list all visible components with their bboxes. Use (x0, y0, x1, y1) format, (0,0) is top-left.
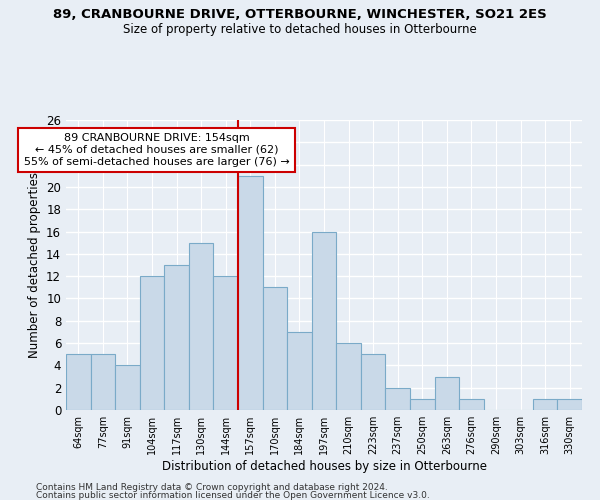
Bar (115, 366, 140, 410)
Bar (140, 276, 164, 410)
Bar (164, 265, 189, 410)
Bar (312, 232, 336, 410)
Text: Size of property relative to detached houses in Otterbourne: Size of property relative to detached ho… (123, 22, 477, 36)
Text: Contains public sector information licensed under the Open Government Licence v3: Contains public sector information licen… (36, 491, 430, 500)
Bar (459, 399, 484, 410)
Bar (385, 388, 410, 410)
Bar (189, 242, 214, 410)
Bar (238, 176, 263, 410)
Bar (287, 332, 312, 410)
Bar (361, 354, 385, 410)
Bar (66, 354, 91, 410)
X-axis label: Distribution of detached houses by size in Otterbourne: Distribution of detached houses by size … (161, 460, 487, 473)
Bar (214, 276, 238, 410)
Bar (263, 288, 287, 410)
Bar (434, 376, 459, 410)
Text: 89, CRANBOURNE DRIVE, OTTERBOURNE, WINCHESTER, SO21 2ES: 89, CRANBOURNE DRIVE, OTTERBOURNE, WINCH… (53, 8, 547, 20)
Bar (410, 399, 434, 410)
Bar (91, 354, 115, 410)
Text: Contains HM Land Registry data © Crown copyright and database right 2024.: Contains HM Land Registry data © Crown c… (36, 482, 388, 492)
Bar (533, 399, 557, 410)
Bar (557, 399, 582, 410)
Text: 89 CRANBOURNE DRIVE: 154sqm
← 45% of detached houses are smaller (62)
55% of sem: 89 CRANBOURNE DRIVE: 154sqm ← 45% of det… (24, 134, 290, 166)
Y-axis label: Number of detached properties: Number of detached properties (28, 172, 41, 358)
Bar (336, 343, 361, 410)
